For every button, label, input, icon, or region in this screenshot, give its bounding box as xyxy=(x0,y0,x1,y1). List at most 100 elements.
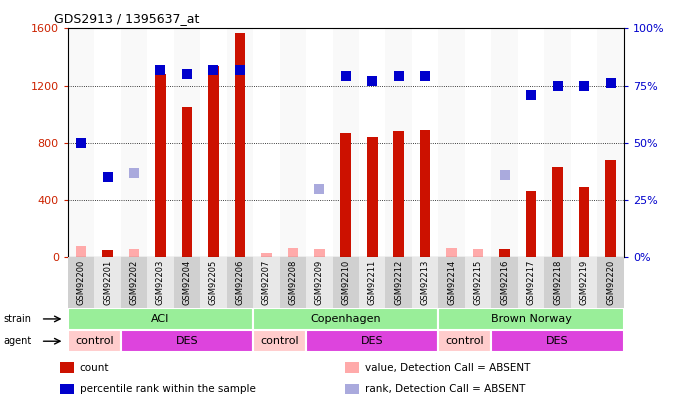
Text: percentile rank within the sample: percentile rank within the sample xyxy=(80,384,256,394)
Text: DES: DES xyxy=(361,336,384,346)
Point xyxy=(182,71,193,77)
Bar xyxy=(261,253,272,257)
Bar xyxy=(412,257,439,308)
Bar xyxy=(439,257,465,308)
Bar xyxy=(121,257,147,308)
Bar xyxy=(393,131,404,257)
Bar xyxy=(332,257,359,308)
Bar xyxy=(359,257,386,308)
Text: GSM92211: GSM92211 xyxy=(367,260,377,305)
Text: GSM92203: GSM92203 xyxy=(156,260,165,305)
Point xyxy=(393,73,404,80)
Bar xyxy=(253,330,306,352)
Bar xyxy=(279,257,306,308)
Bar xyxy=(306,330,439,352)
Bar xyxy=(499,249,510,257)
Bar xyxy=(68,257,94,308)
Bar xyxy=(492,28,518,257)
Text: GSM92209: GSM92209 xyxy=(315,260,324,305)
Bar xyxy=(121,28,147,257)
Bar xyxy=(102,250,113,257)
Text: rank, Detection Call = ABSENT: rank, Detection Call = ABSENT xyxy=(365,384,525,394)
Point xyxy=(208,66,219,73)
Point xyxy=(367,78,378,84)
Bar xyxy=(386,28,412,257)
Point xyxy=(525,92,536,98)
Bar xyxy=(60,384,74,394)
Bar xyxy=(544,28,571,257)
Bar xyxy=(597,257,624,308)
Text: value, Detection Call = ABSENT: value, Detection Call = ABSENT xyxy=(365,363,530,373)
Point xyxy=(155,66,166,73)
Bar xyxy=(544,257,571,308)
Bar xyxy=(253,257,279,308)
Bar xyxy=(129,249,139,257)
Text: DES: DES xyxy=(546,336,569,346)
Bar xyxy=(306,28,332,257)
Bar xyxy=(465,257,492,308)
Bar xyxy=(344,362,359,373)
Text: GSM92200: GSM92200 xyxy=(77,260,85,305)
Bar xyxy=(492,257,518,308)
Text: GSM92219: GSM92219 xyxy=(580,260,589,305)
Point xyxy=(314,185,325,192)
Bar xyxy=(174,28,200,257)
Bar xyxy=(579,187,589,257)
Bar xyxy=(200,28,226,257)
Bar xyxy=(94,257,121,308)
Bar xyxy=(446,248,457,257)
Bar xyxy=(174,257,200,308)
Bar xyxy=(465,28,492,257)
Point xyxy=(605,80,616,87)
Text: GSM92201: GSM92201 xyxy=(103,260,112,305)
Text: GDS2913 / 1395637_at: GDS2913 / 1395637_at xyxy=(54,12,199,25)
Bar xyxy=(68,308,253,330)
Point xyxy=(340,73,351,80)
Bar xyxy=(344,384,359,394)
Bar xyxy=(287,248,298,257)
Bar xyxy=(68,330,121,352)
Text: Copenhagen: Copenhagen xyxy=(311,314,381,324)
Bar xyxy=(279,28,306,257)
Point xyxy=(76,139,87,146)
Bar xyxy=(439,330,492,352)
Bar xyxy=(359,28,386,257)
Bar xyxy=(253,28,279,257)
Bar xyxy=(439,308,624,330)
Text: GSM92212: GSM92212 xyxy=(394,260,403,305)
Text: strain: strain xyxy=(3,314,31,324)
Text: DES: DES xyxy=(176,336,198,346)
Text: GSM92204: GSM92204 xyxy=(182,260,191,305)
Bar xyxy=(571,28,597,257)
Point xyxy=(235,66,245,73)
Bar xyxy=(367,137,378,257)
Text: agent: agent xyxy=(3,336,32,346)
Bar xyxy=(386,257,412,308)
Text: GSM92220: GSM92220 xyxy=(606,260,615,305)
Bar xyxy=(200,257,226,308)
Bar xyxy=(76,246,86,257)
Bar xyxy=(253,308,439,330)
Bar xyxy=(182,107,193,257)
Text: count: count xyxy=(80,363,109,373)
Point xyxy=(552,82,563,89)
Bar xyxy=(420,130,431,257)
Text: GSM92214: GSM92214 xyxy=(447,260,456,305)
Bar xyxy=(605,160,616,257)
Text: control: control xyxy=(75,336,114,346)
Text: control: control xyxy=(260,336,299,346)
Text: GSM92215: GSM92215 xyxy=(474,260,483,305)
Bar xyxy=(94,28,121,257)
Bar xyxy=(553,167,563,257)
Bar xyxy=(226,28,253,257)
Point xyxy=(129,169,140,176)
Text: GSM92208: GSM92208 xyxy=(288,260,298,305)
Bar xyxy=(314,249,325,257)
Bar xyxy=(518,28,544,257)
Bar xyxy=(571,257,597,308)
Text: GSM92205: GSM92205 xyxy=(209,260,218,305)
Point xyxy=(420,73,431,80)
Bar xyxy=(473,249,483,257)
Bar xyxy=(121,330,253,352)
Bar xyxy=(597,28,624,257)
